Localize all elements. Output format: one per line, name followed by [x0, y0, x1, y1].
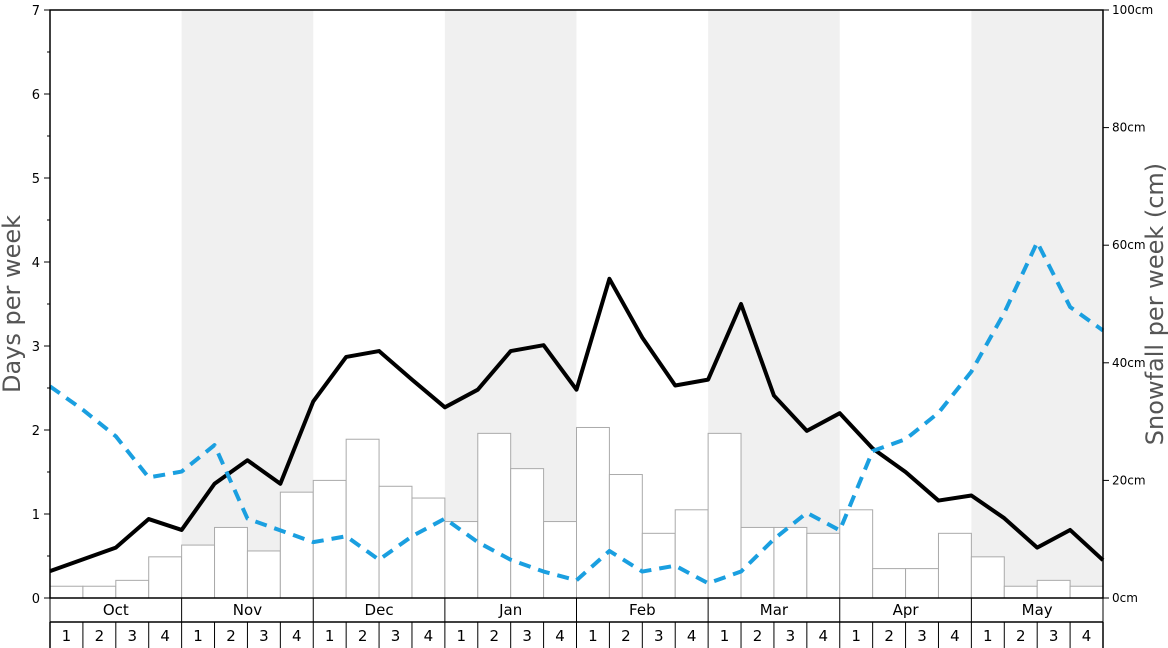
snowfall-bar [246, 550, 281, 599]
right-tick-label: 100cm [1112, 3, 1153, 17]
week-label: 1 [457, 627, 467, 645]
week-label: 4 [1082, 627, 1092, 645]
snowfall-bar [872, 568, 907, 599]
snowfall-bar [543, 521, 577, 599]
snowfall-bar [839, 509, 874, 599]
snowfall-bar [1036, 579, 1071, 599]
left-axis-title: Days per week [0, 215, 26, 393]
week-label: 3 [391, 627, 401, 645]
week-label: 4 [160, 627, 170, 645]
snowfall-bar [148, 556, 183, 599]
month-shading [181, 10, 1103, 598]
week-label: 2 [226, 627, 236, 645]
snowfall-bar [576, 426, 610, 599]
week-label: 4 [950, 627, 960, 645]
snowfall-bar [115, 579, 150, 599]
week-label: 3 [127, 627, 137, 645]
week-label: 1 [983, 627, 993, 645]
week-label: 4 [292, 627, 302, 645]
week-label: 2 [753, 627, 763, 645]
week-label: 2 [358, 627, 368, 645]
week-label: 2 [884, 627, 894, 645]
left-tick-label: 2 [32, 424, 40, 439]
snowfall-bar [937, 532, 972, 599]
snowfall-bar [82, 585, 117, 599]
week-label: 3 [786, 627, 796, 645]
week-label: 2 [621, 627, 631, 645]
right-tick-label: 40cm [1112, 356, 1146, 370]
month-label: Feb [629, 601, 656, 619]
snowfall-bar [312, 479, 347, 599]
week-label: 1 [720, 627, 730, 645]
week-label: 2 [1016, 627, 1026, 645]
month-label: Mar [760, 601, 789, 619]
week-label: 3 [917, 627, 927, 645]
week-label: 1 [588, 627, 598, 645]
snowfall-bar [608, 474, 643, 599]
left-tick-label: 5 [32, 172, 40, 187]
month-label: May [1022, 601, 1053, 619]
snowfall-bar [707, 432, 742, 599]
left-tick-label: 4 [32, 256, 40, 271]
left-tick-label: 6 [32, 88, 40, 103]
month-label: Jan [498, 601, 522, 619]
snowfall-bar [181, 544, 216, 599]
snowfall-bar [345, 438, 380, 599]
week-axis: 1 2 3 4 1 2 3 4 1 2 3 4 1 2 3 4 1 2 3 4 1 2 3 4 1 2 3 4 1 2 3 4 [49, 622, 1104, 648]
left-tick-label: 1 [32, 508, 40, 523]
month-label: Nov [233, 601, 262, 619]
month-label: Apr [893, 601, 920, 619]
right-axis: 0cm 20cm 40cm 60cm 80cm 100cm [1103, 3, 1153, 605]
trend-lines [48, 240, 1105, 586]
left-tick-label: 7 [32, 4, 40, 19]
week-label: 1 [62, 627, 72, 645]
snowfall-bar [214, 526, 248, 599]
right-tick-label: 80cm [1112, 121, 1146, 135]
week-label: 3 [654, 627, 664, 645]
left-axis: 0 1 2 3 4 5 6 7 [32, 4, 50, 607]
snowfall-bar [773, 526, 808, 599]
right-tick-label: 20cm [1112, 473, 1146, 487]
snowfall-bar [411, 497, 446, 599]
right-axis-title: Snowfall per week (cm) [1141, 163, 1168, 445]
week-label: 3 [522, 627, 532, 645]
snowfall-bar [674, 509, 709, 599]
month-shade-may [971, 10, 1103, 598]
right-tick-label: 0cm [1112, 591, 1138, 605]
week-label: 2 [95, 627, 105, 645]
snowfall-bars [49, 426, 1104, 599]
month-label: Dec [365, 601, 394, 619]
snowfall-bar [740, 526, 775, 599]
dashed-trend-line [48, 240, 1105, 586]
left-tick-label: 3 [32, 340, 40, 355]
month-axis: Oct Nov Dec Jan Feb Mar Apr May [49, 598, 1104, 623]
week-label: 4 [555, 627, 565, 645]
snowfall-bar [49, 585, 84, 599]
snowfall-bar [806, 532, 841, 599]
month-label: Oct [103, 601, 129, 619]
snowfall-bar [477, 432, 512, 599]
week-label: 1 [325, 627, 335, 645]
snowfall-bar [905, 568, 939, 599]
week-label: 4 [819, 627, 829, 645]
snowfall-bar [279, 491, 314, 599]
week-label: 1 [193, 627, 203, 645]
week-label: 2 [489, 627, 499, 645]
solid-trend-line [49, 276, 1105, 574]
week-label: 4 [424, 627, 434, 645]
week-label: 1 [851, 627, 861, 645]
snowfall-bar [1069, 585, 1104, 599]
snowfall-bar [444, 521, 479, 599]
right-tick-label: 60cm [1112, 238, 1146, 252]
snowfall-bar [510, 468, 545, 599]
week-label: 3 [259, 627, 269, 645]
snowfall-bar [1003, 585, 1038, 599]
week-label: 3 [1049, 627, 1059, 645]
left-tick-label: 0 [32, 592, 40, 607]
snowfall-bar [970, 556, 1005, 599]
week-label: 4 [687, 627, 697, 645]
